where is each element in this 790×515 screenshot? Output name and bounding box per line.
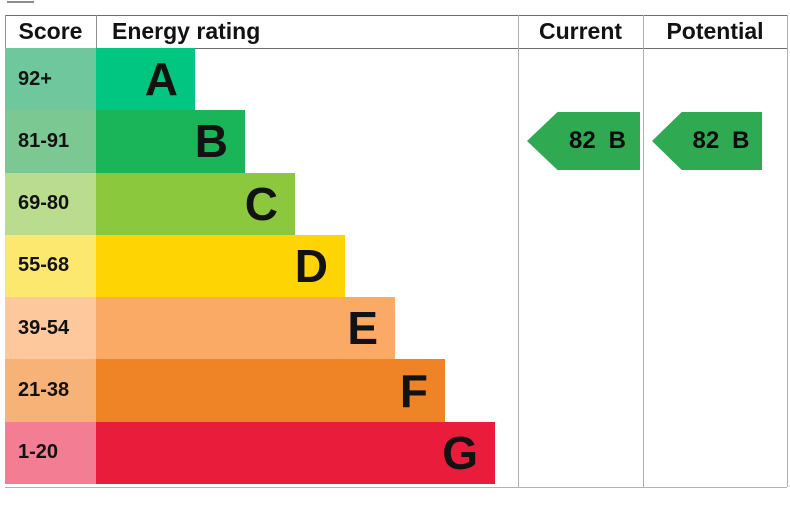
band-bar-a: A [96,48,195,111]
energy-rating-column-header: Energy rating [112,18,261,44]
band-bar-f: F [96,359,445,422]
score-range-e: 39-54 [5,297,96,360]
score-range-a: 92+ [5,48,96,111]
band-row-d: 55-68 D [5,234,787,298]
table-top-border [5,15,787,16]
current-rating-band: B [608,127,627,154]
score-range-g: 1-20 [5,421,96,484]
potential-column-divider [643,15,644,487]
score-range-c: 69-80 [5,172,96,235]
band-bar-e: E [96,297,395,360]
score-range-b: 81-91 [5,110,96,173]
energy-band-rows: 92+ A 81-91 B 69-80 C 55-68 D 39-54 E 21-38 F 1-20 G [5,48,787,484]
score-column-header: Score [18,18,83,44]
band-row-e: 39-54 E [5,297,787,360]
stray-border-fragment [7,1,34,3]
potential-rating-score: 82 [692,127,720,154]
band-row-c: 69-80 C [5,172,787,235]
band-bar-c: C [96,172,295,235]
current-column-divider [518,15,519,487]
potential-column-header: Potential [666,18,764,44]
current-rating-score: 82 [568,127,596,154]
band-row-f: 21-38 F [5,359,787,422]
band-row-b: 81-91 B [5,110,787,173]
table-bottom-border [5,487,787,488]
table-right-border [787,15,788,487]
potential-rating-band: B [732,127,750,154]
band-bar-d: D [96,234,345,298]
current-column-header: Current [538,18,623,44]
score-column-divider [96,15,97,48]
header-left-border [5,15,6,48]
band-row-a: 92+ A [5,48,787,111]
header-bottom-border [5,48,787,49]
score-range-f: 21-38 [5,359,96,422]
band-bar-g: G [96,421,495,484]
band-bar-b: B [96,110,245,173]
band-row-g: 1-20 G [5,421,787,484]
score-range-d: 55-68 [5,234,96,298]
